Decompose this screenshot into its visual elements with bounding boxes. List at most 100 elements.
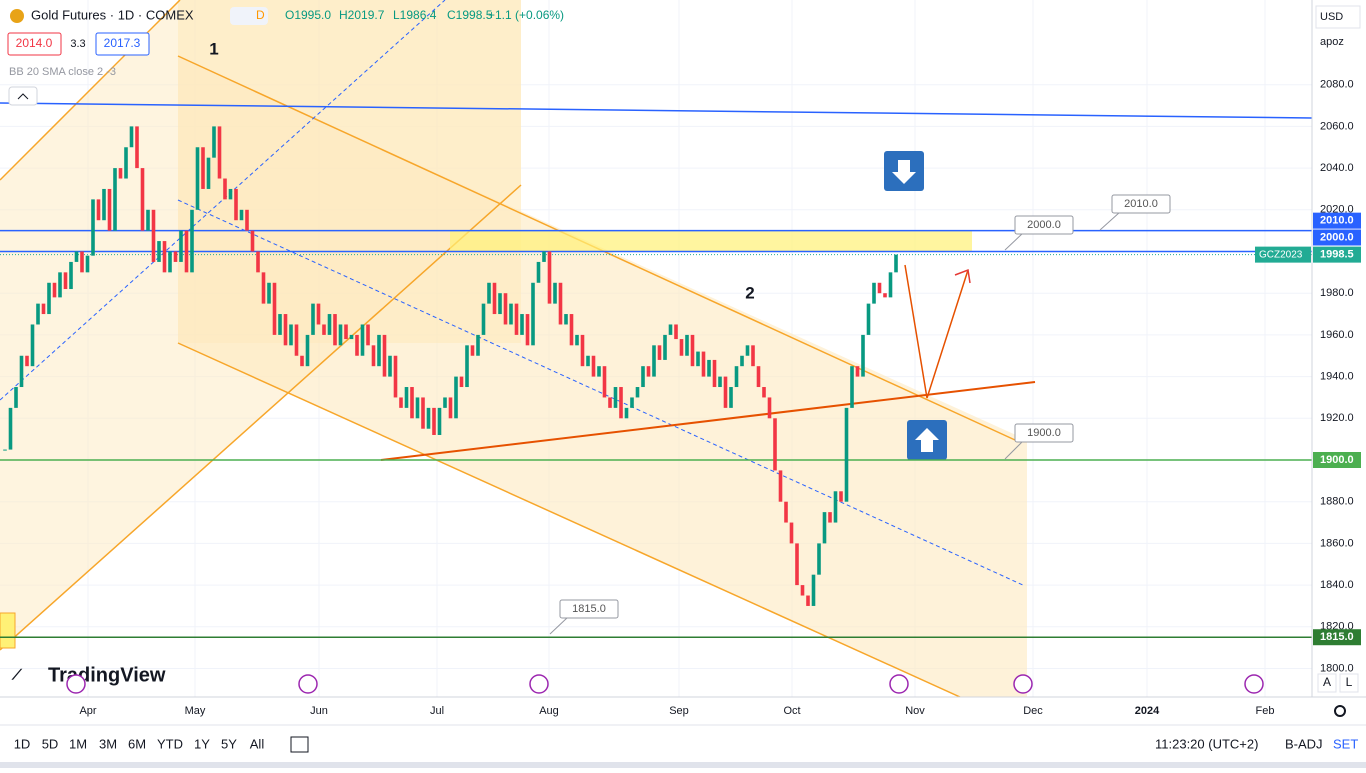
y-axis: 1800.01820.01840.01860.01880.01920.01940… (1255, 79, 1361, 674)
symbol-tag (1255, 246, 1311, 263)
callout-pointer (1099, 211, 1121, 231)
candle (157, 241, 161, 262)
candle (333, 314, 337, 346)
event-icon[interactable] (1244, 674, 1264, 694)
candle (481, 303, 486, 335)
event-icon[interactable] (1013, 674, 1033, 694)
candle (646, 366, 651, 377)
candle (129, 126, 134, 148)
event-icon[interactable] (66, 674, 86, 694)
candle (558, 282, 563, 325)
scrollbar (0, 762, 1366, 768)
range-button[interactable]: 5Y (221, 736, 237, 751)
candle (366, 324, 370, 346)
ohlc-value: O1995.0 (285, 8, 331, 22)
callout-pointer (1004, 440, 1024, 460)
candle (349, 334, 354, 340)
y-tick-label: 1800.0 (1320, 662, 1354, 674)
y-tick-label: 1880.0 (1320, 496, 1354, 508)
scale-button[interactable] (1339, 673, 1359, 693)
candle (509, 303, 513, 325)
candle (3, 449, 7, 451)
candle (261, 272, 266, 304)
annotation: 2 (745, 283, 754, 302)
zone (0, 612, 16, 649)
range-button[interactable]: 1M (69, 736, 87, 751)
candle (828, 512, 832, 523)
price-tag-text: 1900.0 (1320, 454, 1354, 466)
candle (283, 314, 288, 346)
candle (514, 303, 519, 335)
candle (712, 359, 717, 388)
candle (811, 574, 816, 606)
buy-box[interactable] (95, 32, 150, 56)
candle (201, 147, 205, 189)
candle (470, 345, 475, 356)
price-tag (1313, 229, 1361, 246)
candle (872, 282, 876, 304)
candle (80, 251, 84, 273)
callout-text: 2010.0 (1124, 198, 1158, 210)
price-tag-text: 2000.0 (1320, 231, 1354, 243)
mid-line (177, 199, 1026, 587)
candle (173, 251, 178, 262)
range-button[interactable]: YTD (157, 736, 183, 751)
candle (613, 387, 618, 408)
x-tick-label: Nov (905, 705, 925, 717)
settings-icon[interactable] (1334, 705, 1346, 717)
sell-box[interactable] (7, 32, 62, 56)
chevron (17, 93, 29, 100)
price-tag-text: 1998.5 (1320, 249, 1354, 261)
x-tick-label: Apr (79, 705, 96, 717)
range-button[interactable]: 1Y (194, 736, 210, 751)
candle (355, 334, 359, 356)
badge-text: D (256, 8, 265, 22)
candle (784, 501, 788, 523)
logo: TradingView (48, 664, 166, 686)
toolbar: 1D 5D 1M 3M 6M YTD 1Y 5Y All 11:23:20 (UTC+2) B-AD… (14, 673, 1359, 753)
candle (250, 230, 255, 252)
range-button[interactable]: All (250, 736, 265, 751)
adj-button[interactable]: B-ADJ (1285, 736, 1323, 751)
range-button[interactable]: 5D (42, 736, 59, 751)
candle (547, 251, 552, 304)
candle (492, 282, 497, 315)
candle (267, 282, 271, 304)
set-button[interactable]: SET (1333, 736, 1358, 751)
candle (393, 355, 398, 398)
arrow (904, 264, 969, 399)
ohlc-value: L1986.4 (393, 8, 437, 22)
zone (450, 231, 972, 251)
callout-text: 2000.0 (1027, 219, 1061, 231)
candle (866, 303, 871, 335)
candle (668, 324, 673, 335)
event-icon[interactable] (298, 674, 318, 694)
event-icon[interactable] (529, 674, 549, 694)
down-icon (892, 160, 916, 184)
candles (3, 126, 898, 606)
price-tag (1313, 629, 1361, 646)
indicator: BB 20 SMA close 2 -3 (9, 66, 116, 78)
range-button[interactable]: 1D (14, 736, 31, 751)
candle (850, 366, 854, 408)
calendar-icon[interactable] (290, 736, 309, 753)
candle (47, 282, 51, 315)
y-tick-label: 2080.0 (1320, 79, 1354, 91)
currency[interactable] (1315, 5, 1361, 29)
candle (234, 188, 238, 221)
candle (74, 251, 79, 262)
candle (41, 303, 46, 315)
candle (184, 230, 189, 273)
candle (382, 334, 387, 377)
event-icon[interactable] (889, 674, 909, 694)
candle (410, 387, 414, 419)
scale-button[interactable] (1317, 673, 1337, 693)
candle (322, 324, 326, 335)
x-tick-label: Oct (783, 705, 800, 717)
collapse-button[interactable] (8, 86, 38, 106)
x-axis: Apr May Jun Jul Aug Sep Oct Nov Dec 2024 Feb (79, 705, 1274, 717)
range-button[interactable]: 3M (99, 736, 117, 751)
range-button[interactable]: 6M (128, 736, 146, 751)
candle (239, 209, 244, 221)
candle (327, 314, 332, 335)
